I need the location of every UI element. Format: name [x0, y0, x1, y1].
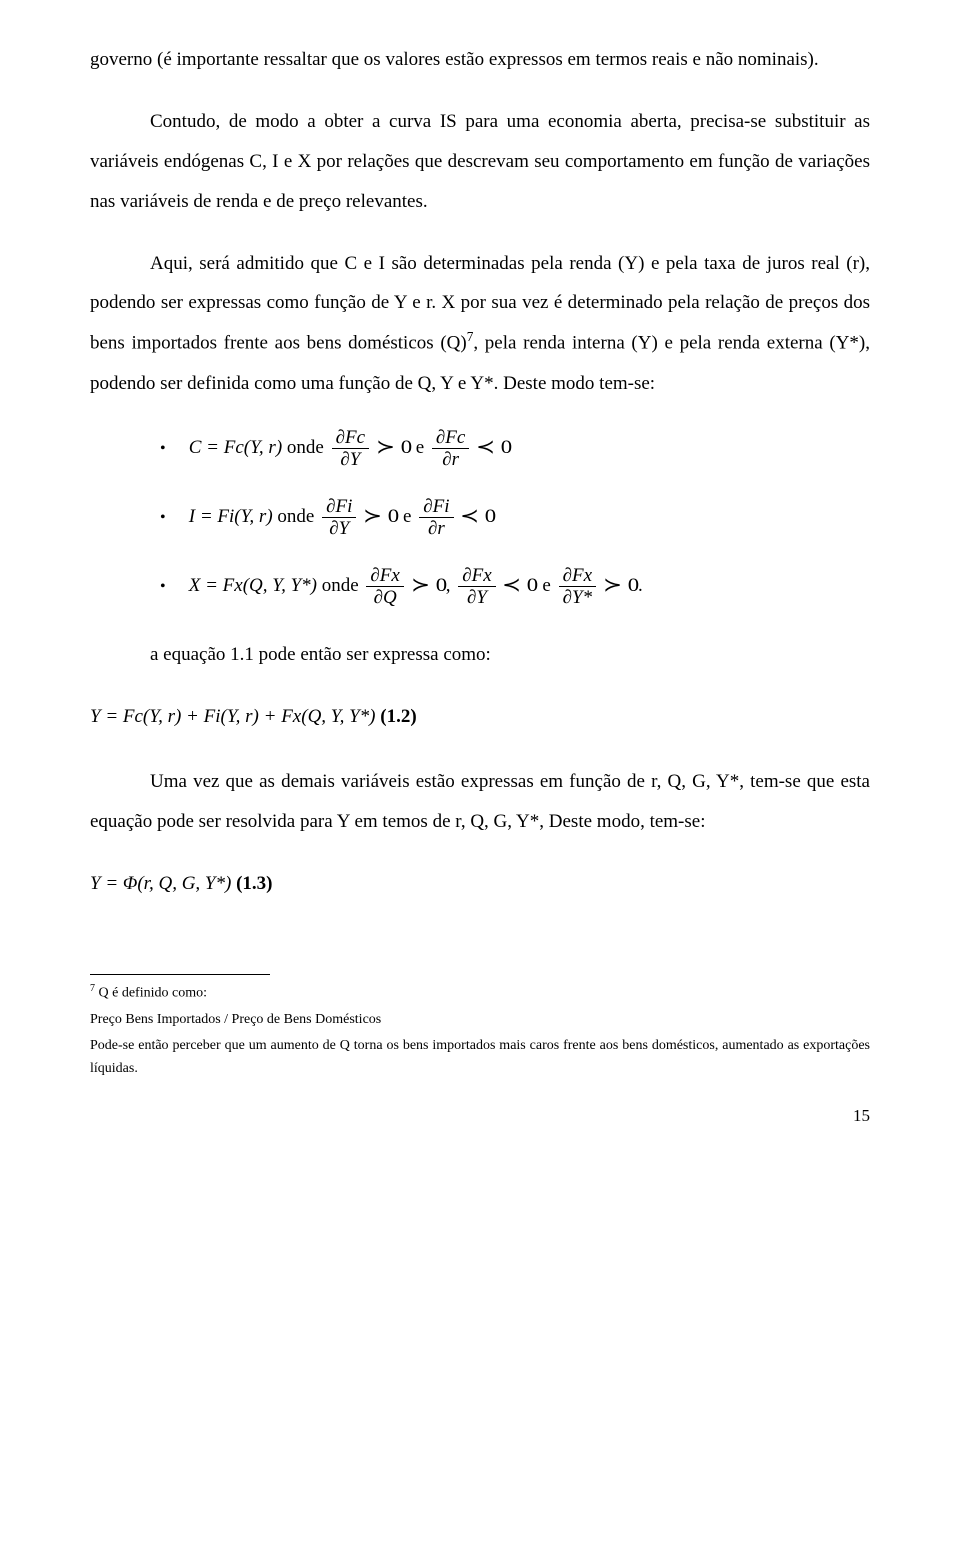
- paragraph-2: Contudo, de modo a obter a curva IS para…: [90, 102, 870, 222]
- equation-bullet-list: C = Fc(Y, r) onde ∂Fc ∂Y ≻ 0 e ∂Fc ∂r ≺ …: [90, 428, 870, 607]
- eq-c-onde: onde: [287, 437, 329, 458]
- eq-1-3-label: (1.3): [231, 873, 272, 894]
- bullet-item-c: C = Fc(Y, r) onde ∂Fc ∂Y ≻ 0 e ∂Fc ∂r ≺ …: [160, 428, 870, 469]
- page-number: 15: [90, 1098, 870, 1134]
- bullet-item-x: X = Fx(Q, Y, Y*) onde ∂Fx ∂Q ≻ 0, ∂Fx ∂Y…: [160, 566, 870, 607]
- paragraph-5: Uma vez que as demais variáveis estão ex…: [90, 762, 870, 842]
- eq-x-frac2-num: ∂Fx: [458, 566, 495, 587]
- eq-c-frac1-num: ∂Fc: [332, 428, 369, 449]
- eq-x-frac2: ∂Fx ∂Y: [458, 566, 495, 607]
- footnote-separator: [90, 974, 270, 975]
- eq-c-rel1: ≻ 0: [376, 432, 412, 464]
- eq-c-frac1: ∂Fc ∂Y: [332, 428, 369, 469]
- eq-x-rel3: ≻ 0: [603, 570, 639, 602]
- eq-x-lhs: X = Fx(Q, Y, Y*): [189, 575, 317, 596]
- eq-1-2-label: (1.2): [376, 706, 417, 727]
- eq-x-e: e: [542, 575, 555, 596]
- eq-c-e: e: [416, 437, 429, 458]
- eq-i-frac1-num: ∂Fi: [322, 497, 356, 518]
- footnote-7-text1: Q é definido como:: [95, 986, 207, 1001]
- eq-x-frac3-num: ∂Fx: [559, 566, 596, 587]
- eq-i-frac2-den: ∂r: [419, 518, 453, 538]
- eq-x-rel2: ≺ 0: [502, 570, 538, 602]
- eq-c-rel2: ≺ 0: [476, 432, 512, 464]
- eq-c-frac1-den: ∂Y: [332, 449, 369, 469]
- eq-i-rel2: ≺ 0: [460, 501, 496, 533]
- eq-x-sep1: ,: [446, 575, 456, 596]
- eq-c-frac2-num: ∂Fc: [432, 428, 469, 449]
- eq-1-2-body: Y = Fc(Y, r) + Fi(Y, r) + Fx(Q, Y, Y*): [90, 706, 376, 727]
- eq-i-frac2-num: ∂Fi: [419, 497, 453, 518]
- footnote-7-line3: Pode-se então perceber que um aumento de…: [90, 1035, 870, 1080]
- eq-1-3-body: Y = Φ(r, Q, G, Y*): [90, 873, 231, 894]
- paragraph-4: a equação 1.1 pode então ser expressa co…: [90, 635, 870, 675]
- eq-i-frac1-den: ∂Y: [322, 518, 356, 538]
- eq-i-rel1: ≻ 0: [363, 501, 399, 533]
- footnote-7-line2: Preço Bens Importados / Preço de Bens Do…: [90, 1009, 870, 1031]
- eq-i-onde: onde: [277, 506, 319, 527]
- eq-x-frac2-den: ∂Y: [458, 587, 495, 607]
- footnote-7-line1: 7 Q é definido como:: [90, 981, 870, 1005]
- paragraph-3: Aqui, será admitido que C e I são determ…: [90, 244, 870, 404]
- equation-1-2: Y = Fc(Y, r) + Fi(Y, r) + Fx(Q, Y, Y*) (…: [90, 697, 870, 737]
- document-page: governo (é importante ressaltar que os v…: [0, 0, 960, 1174]
- eq-x-onde: onde: [322, 575, 364, 596]
- eq-c-lhs: C = Fc(Y, r): [189, 437, 282, 458]
- eq-i-frac2: ∂Fi ∂r: [419, 497, 453, 538]
- equation-1-3: Y = Φ(r, Q, G, Y*) (1.3): [90, 864, 870, 904]
- eq-x-rel1: ≻ 0: [411, 570, 447, 602]
- eq-x-frac3-den: ∂Y*: [559, 587, 596, 607]
- eq-i-lhs: I = Fi(Y, r): [189, 506, 273, 527]
- eq-x-frac3: ∂Fx ∂Y*: [559, 566, 596, 607]
- eq-i-e: e: [403, 506, 416, 527]
- paragraph-1: governo (é importante ressaltar que os v…: [90, 40, 870, 80]
- eq-x-frac1: ∂Fx ∂Q: [366, 566, 403, 607]
- eq-i-frac1: ∂Fi ∂Y: [322, 497, 356, 538]
- eq-c-frac2: ∂Fc ∂r: [432, 428, 469, 469]
- bullet-item-i: I = Fi(Y, r) onde ∂Fi ∂Y ≻ 0 e ∂Fi ∂r ≺ …: [160, 497, 870, 538]
- eq-x-frac1-num: ∂Fx: [366, 566, 403, 587]
- eq-c-frac2-den: ∂r: [432, 449, 469, 469]
- eq-x-frac1-den: ∂Q: [366, 587, 403, 607]
